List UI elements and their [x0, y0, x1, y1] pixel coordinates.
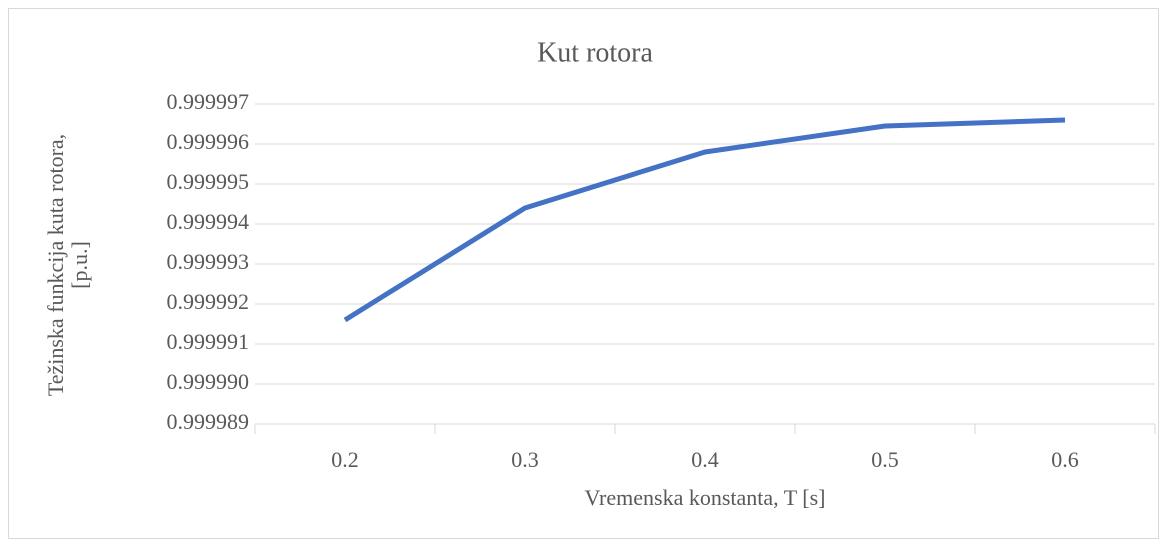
chart-border [8, 8, 1159, 539]
x-tick-label: 0.4 [691, 447, 719, 472]
y-tick-label: 0.999991 [167, 329, 250, 354]
data-line [343, 117, 1066, 323]
y-tick-label: 0.999993 [167, 249, 250, 274]
y-tick-label: 0.999997 [167, 89, 250, 114]
x-tick-label: 0.3 [511, 447, 539, 472]
y-tick-label: 0.999990 [167, 369, 250, 394]
y-tick-label: 0.999995 [167, 169, 250, 194]
x-axis-label: Vremenska konstanta, T [s] [584, 485, 825, 510]
y-tick-label: 0.999994 [167, 209, 250, 234]
x-tick-label: 0.5 [871, 447, 899, 472]
y-axis-label: [p.u.] [67, 241, 92, 289]
y-tick-label: 0.999992 [167, 289, 250, 314]
y-axis-label: Težinska funkcija kuta rotora, [43, 134, 68, 396]
y-tick-label: 0.999989 [167, 409, 250, 434]
x-tick-label: 0.2 [331, 447, 359, 472]
y-tick-label: 0.999996 [167, 129, 250, 154]
x-tick-label: 0.6 [1051, 447, 1079, 472]
chart-title: Kut rotora [537, 37, 653, 68]
